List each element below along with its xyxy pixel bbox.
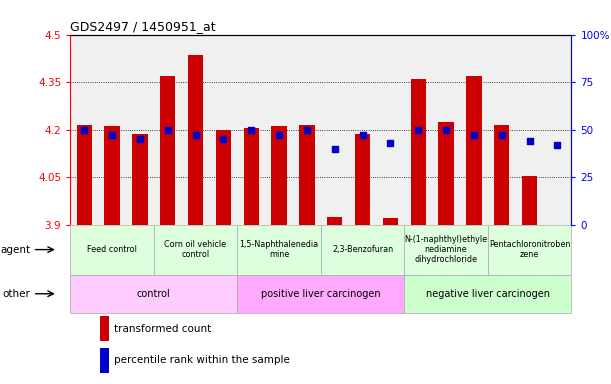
Text: Corn oil vehicle
control: Corn oil vehicle control: [164, 240, 227, 259]
Text: Feed control: Feed control: [87, 245, 137, 254]
Bar: [271, 126, 287, 225]
Bar: [404, 275, 571, 313]
Bar: [160, 76, 175, 225]
Text: N-(1-naphthyl)ethyle
nediamine
dihydrochloride: N-(1-naphthyl)ethyle nediamine dihydroch…: [404, 235, 488, 265]
Bar: [216, 130, 231, 225]
Bar: [488, 225, 571, 275]
Point: [357, 132, 367, 138]
Point: [413, 126, 423, 132]
Point: [191, 132, 200, 138]
Bar: [244, 128, 259, 225]
Text: agent: agent: [0, 245, 30, 255]
Bar: [132, 134, 147, 225]
Point: [469, 132, 479, 138]
Bar: [327, 217, 342, 225]
Bar: [76, 125, 92, 225]
Point: [330, 146, 340, 152]
Text: 2,3-Benzofuran: 2,3-Benzofuran: [332, 245, 393, 254]
Bar: [100, 316, 109, 341]
Bar: [466, 76, 481, 225]
Bar: [494, 125, 510, 225]
Point: [302, 126, 312, 132]
Bar: [321, 225, 404, 275]
Point: [552, 142, 562, 148]
Text: percentile rank within the sample: percentile rank within the sample: [114, 356, 290, 366]
Point: [79, 126, 89, 132]
Bar: [237, 275, 404, 313]
Text: other: other: [2, 289, 30, 299]
Text: 1,5-Naphthalenedia
mine: 1,5-Naphthalenedia mine: [240, 240, 318, 259]
Point: [386, 140, 395, 146]
Bar: [70, 275, 237, 313]
Point: [525, 138, 535, 144]
Point: [441, 126, 451, 132]
Point: [219, 136, 229, 142]
Point: [163, 126, 172, 132]
Bar: [522, 175, 537, 225]
Bar: [237, 225, 321, 275]
Text: positive liver carcinogen: positive liver carcinogen: [261, 289, 381, 299]
Text: Pentachloronitroben
zene: Pentachloronitroben zene: [489, 240, 570, 259]
Bar: [100, 348, 109, 373]
Text: transformed count: transformed count: [114, 324, 211, 334]
Text: control: control: [137, 289, 170, 299]
Bar: [411, 79, 426, 225]
Bar: [188, 55, 203, 225]
Bar: [382, 218, 398, 225]
Point: [107, 132, 117, 138]
Bar: [299, 125, 315, 225]
Point: [497, 132, 507, 138]
Bar: [154, 225, 237, 275]
Point: [246, 126, 256, 132]
Bar: [438, 122, 454, 225]
Bar: [104, 126, 120, 225]
Bar: [70, 225, 154, 275]
Text: GDS2497 / 1450951_at: GDS2497 / 1450951_at: [70, 20, 216, 33]
Point: [274, 132, 284, 138]
Text: negative liver carcinogen: negative liver carcinogen: [426, 289, 550, 299]
Bar: [404, 225, 488, 275]
Point: [135, 136, 145, 142]
Bar: [355, 134, 370, 225]
